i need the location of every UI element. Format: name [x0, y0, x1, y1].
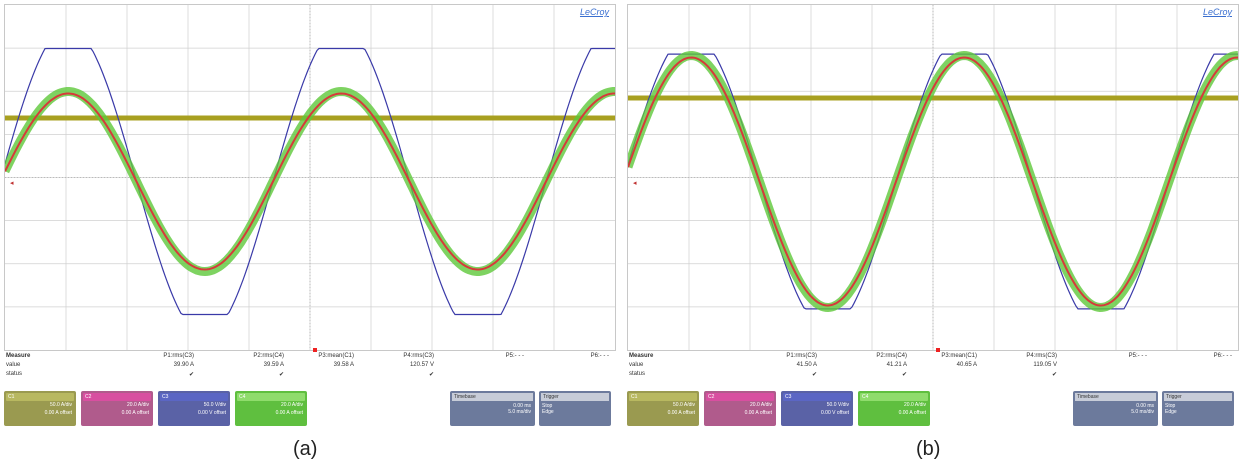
- param-4[interactable]: P4:rms(C3): [403, 353, 434, 359]
- channel-c4[interactable]: C4 20.0 A/div 0.00 A offset: [235, 391, 307, 426]
- waveform-display: LeCroy ◂: [4, 4, 616, 351]
- voltage-trace: [5, 47, 615, 316]
- channel-c4[interactable]: C4 20.0 A/div 0.00 A offset: [858, 391, 930, 426]
- channel-c3[interactable]: C3 50.0 V/div 0.00 V offset: [158, 391, 230, 426]
- status-label: status: [629, 371, 646, 377]
- channel-c1[interactable]: C1 50.0 A/div 0.00 A offset: [4, 391, 76, 426]
- current-trace-red: [5, 92, 615, 271]
- status-1: ✔: [811, 372, 817, 378]
- trigger-box[interactable]: Trigger Stop Edge: [539, 391, 611, 426]
- trigger-marker: [313, 348, 317, 352]
- status-2: ✔: [901, 372, 907, 378]
- channel-descriptors: C1 50.0 A/div 0.00 A offset C2 20.0 A/di…: [4, 391, 614, 426]
- timebase-box[interactable]: Timebase 0.00 ms 5.0 ms/div: [1073, 391, 1158, 426]
- timebase-box[interactable]: Timebase 0.00 ms 5.0 ms/div: [450, 391, 535, 426]
- voltage-trace: [628, 53, 1238, 310]
- oscilloscope-panel-a: LeCroy ◂ Measure P1:rms(C3) P2:rms(C4) P…: [0, 0, 618, 432]
- param-5[interactable]: P5:- - -: [505, 353, 524, 359]
- value-3: 39.58 A: [333, 362, 354, 368]
- brand-logo: LeCroy: [579, 7, 609, 17]
- value-1: 41.50 A: [796, 362, 817, 368]
- waveform-svg: [628, 5, 1238, 350]
- param-6[interactable]: P6:- - -: [1213, 353, 1232, 359]
- caption-a: (a): [293, 438, 318, 460]
- channel-descriptors: C1 50.0 A/div 0.00 A offset C2 20.0 A/di…: [627, 391, 1237, 426]
- value-2: 39.59 A: [263, 362, 284, 368]
- value-2: 41.21 A: [886, 362, 907, 368]
- value-1: 39.90 A: [173, 362, 194, 368]
- param-1[interactable]: P1:rms(C3): [786, 353, 817, 359]
- channel-c1[interactable]: C1 50.0 A/div 0.00 A offset: [627, 391, 699, 426]
- brand-logo: LeCroy: [1202, 7, 1232, 17]
- param-5[interactable]: P5:- - -: [1128, 353, 1147, 359]
- value-3: 40.65 A: [956, 362, 977, 368]
- measure-table: Measure P1:rms(C3) P2:rms(C4) P3:mean(C1…: [627, 353, 1237, 393]
- caption-b: (b): [916, 438, 941, 460]
- level-marker: ◂: [10, 180, 14, 187]
- trigger-box[interactable]: Trigger Stop Edge: [1162, 391, 1234, 426]
- param-2[interactable]: P2:rms(C4): [253, 353, 284, 359]
- value-4: 119.05 V: [1033, 362, 1057, 368]
- param-3[interactable]: P3:mean(C1): [941, 353, 977, 359]
- value-label: value: [6, 362, 21, 368]
- measure-label: Measure: [629, 353, 654, 359]
- value-label: value: [629, 362, 644, 368]
- param-1[interactable]: P1:rms(C3): [163, 353, 194, 359]
- channel-c2[interactable]: C2 20.0 A/div 0.00 A offset: [704, 391, 776, 426]
- measure-table: Measure P1:rms(C3) P2:rms(C4) P3:mean(C1…: [4, 353, 614, 393]
- oscilloscope-panel-b: LeCroy ◂ Measure P1:rms(C3) P2:rms(C4) P…: [623, 0, 1241, 432]
- param-2[interactable]: P2:rms(C4): [876, 353, 907, 359]
- waveform-display: LeCroy ◂: [627, 4, 1239, 351]
- param-6[interactable]: P6:- - -: [590, 353, 609, 359]
- channel-c2[interactable]: C2 20.0 A/div 0.00 A offset: [81, 391, 153, 426]
- param-3[interactable]: P3:mean(C1): [318, 353, 354, 359]
- value-4: 120.57 V: [409, 362, 434, 368]
- current-trace-red: [628, 56, 1238, 307]
- measure-label: Measure: [6, 353, 31, 359]
- param-4[interactable]: P4:rms(C3): [1026, 353, 1057, 359]
- status-label: status: [6, 371, 23, 377]
- trigger-marker: [936, 348, 940, 352]
- level-marker: ◂: [633, 180, 637, 187]
- channel-c3[interactable]: C3 50.0 V/div 0.00 V offset: [781, 391, 853, 426]
- status-4: ✔: [428, 372, 434, 378]
- waveform-svg: [5, 5, 615, 350]
- status-2: ✔: [278, 372, 284, 378]
- status-4: ✔: [1051, 372, 1057, 378]
- status-1: ✔: [188, 372, 194, 378]
